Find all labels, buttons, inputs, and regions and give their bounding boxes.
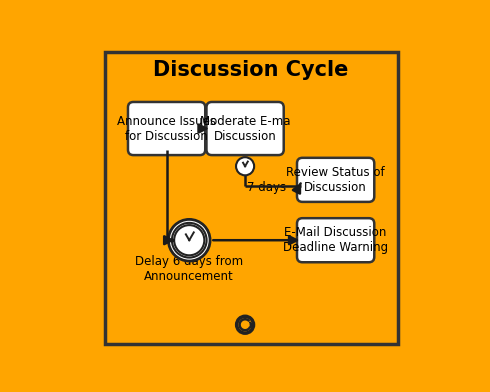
Circle shape: [174, 225, 204, 255]
Text: Discussion Cycle: Discussion Cycle: [153, 60, 349, 80]
Circle shape: [236, 157, 254, 175]
Circle shape: [169, 220, 210, 261]
Text: Announce Issues
for Discussion: Announce Issues for Discussion: [117, 114, 216, 143]
Text: Review Status of
Discussion: Review Status of Discussion: [286, 166, 385, 194]
Circle shape: [237, 316, 253, 333]
Text: E-Mail Discussion
Deadline Warning: E-Mail Discussion Deadline Warning: [283, 226, 388, 254]
FancyBboxPatch shape: [297, 218, 374, 262]
Text: Delay 6 days from
Announcement: Delay 6 days from Announcement: [135, 255, 244, 283]
Text: Moderate E-ma
Discussion: Moderate E-ma Discussion: [200, 114, 291, 143]
FancyBboxPatch shape: [206, 102, 284, 155]
FancyBboxPatch shape: [105, 52, 397, 344]
Text: 7 days: 7 days: [246, 181, 286, 194]
FancyBboxPatch shape: [128, 102, 205, 155]
FancyBboxPatch shape: [297, 158, 374, 202]
Circle shape: [172, 223, 207, 258]
